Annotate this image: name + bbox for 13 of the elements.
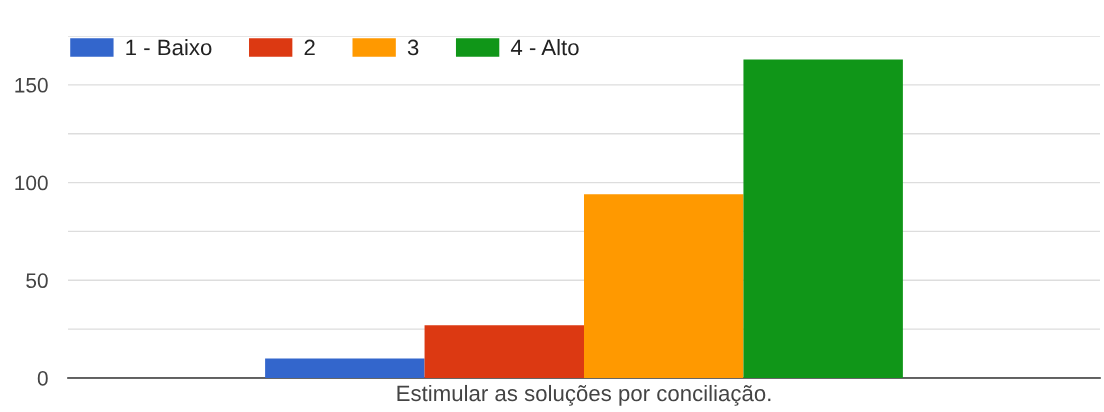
y-tick-label: 150 [15,77,48,93]
legend-label: 2 [304,39,315,56]
bar [584,194,744,378]
y-tick-label: 0 [37,371,48,386]
bar [265,358,425,378]
y-tick-label: 50 [26,273,48,289]
bar [424,325,584,378]
legend-label: 1 - Baixo [126,39,212,56]
bar [743,59,903,378]
legend-label: 4 - Alto [510,39,579,56]
x-tick-label: Estimular as soluções por conciliação. [397,384,771,406]
y-tick-label: 100 [15,175,48,191]
legend-label: 3 [407,39,419,56]
